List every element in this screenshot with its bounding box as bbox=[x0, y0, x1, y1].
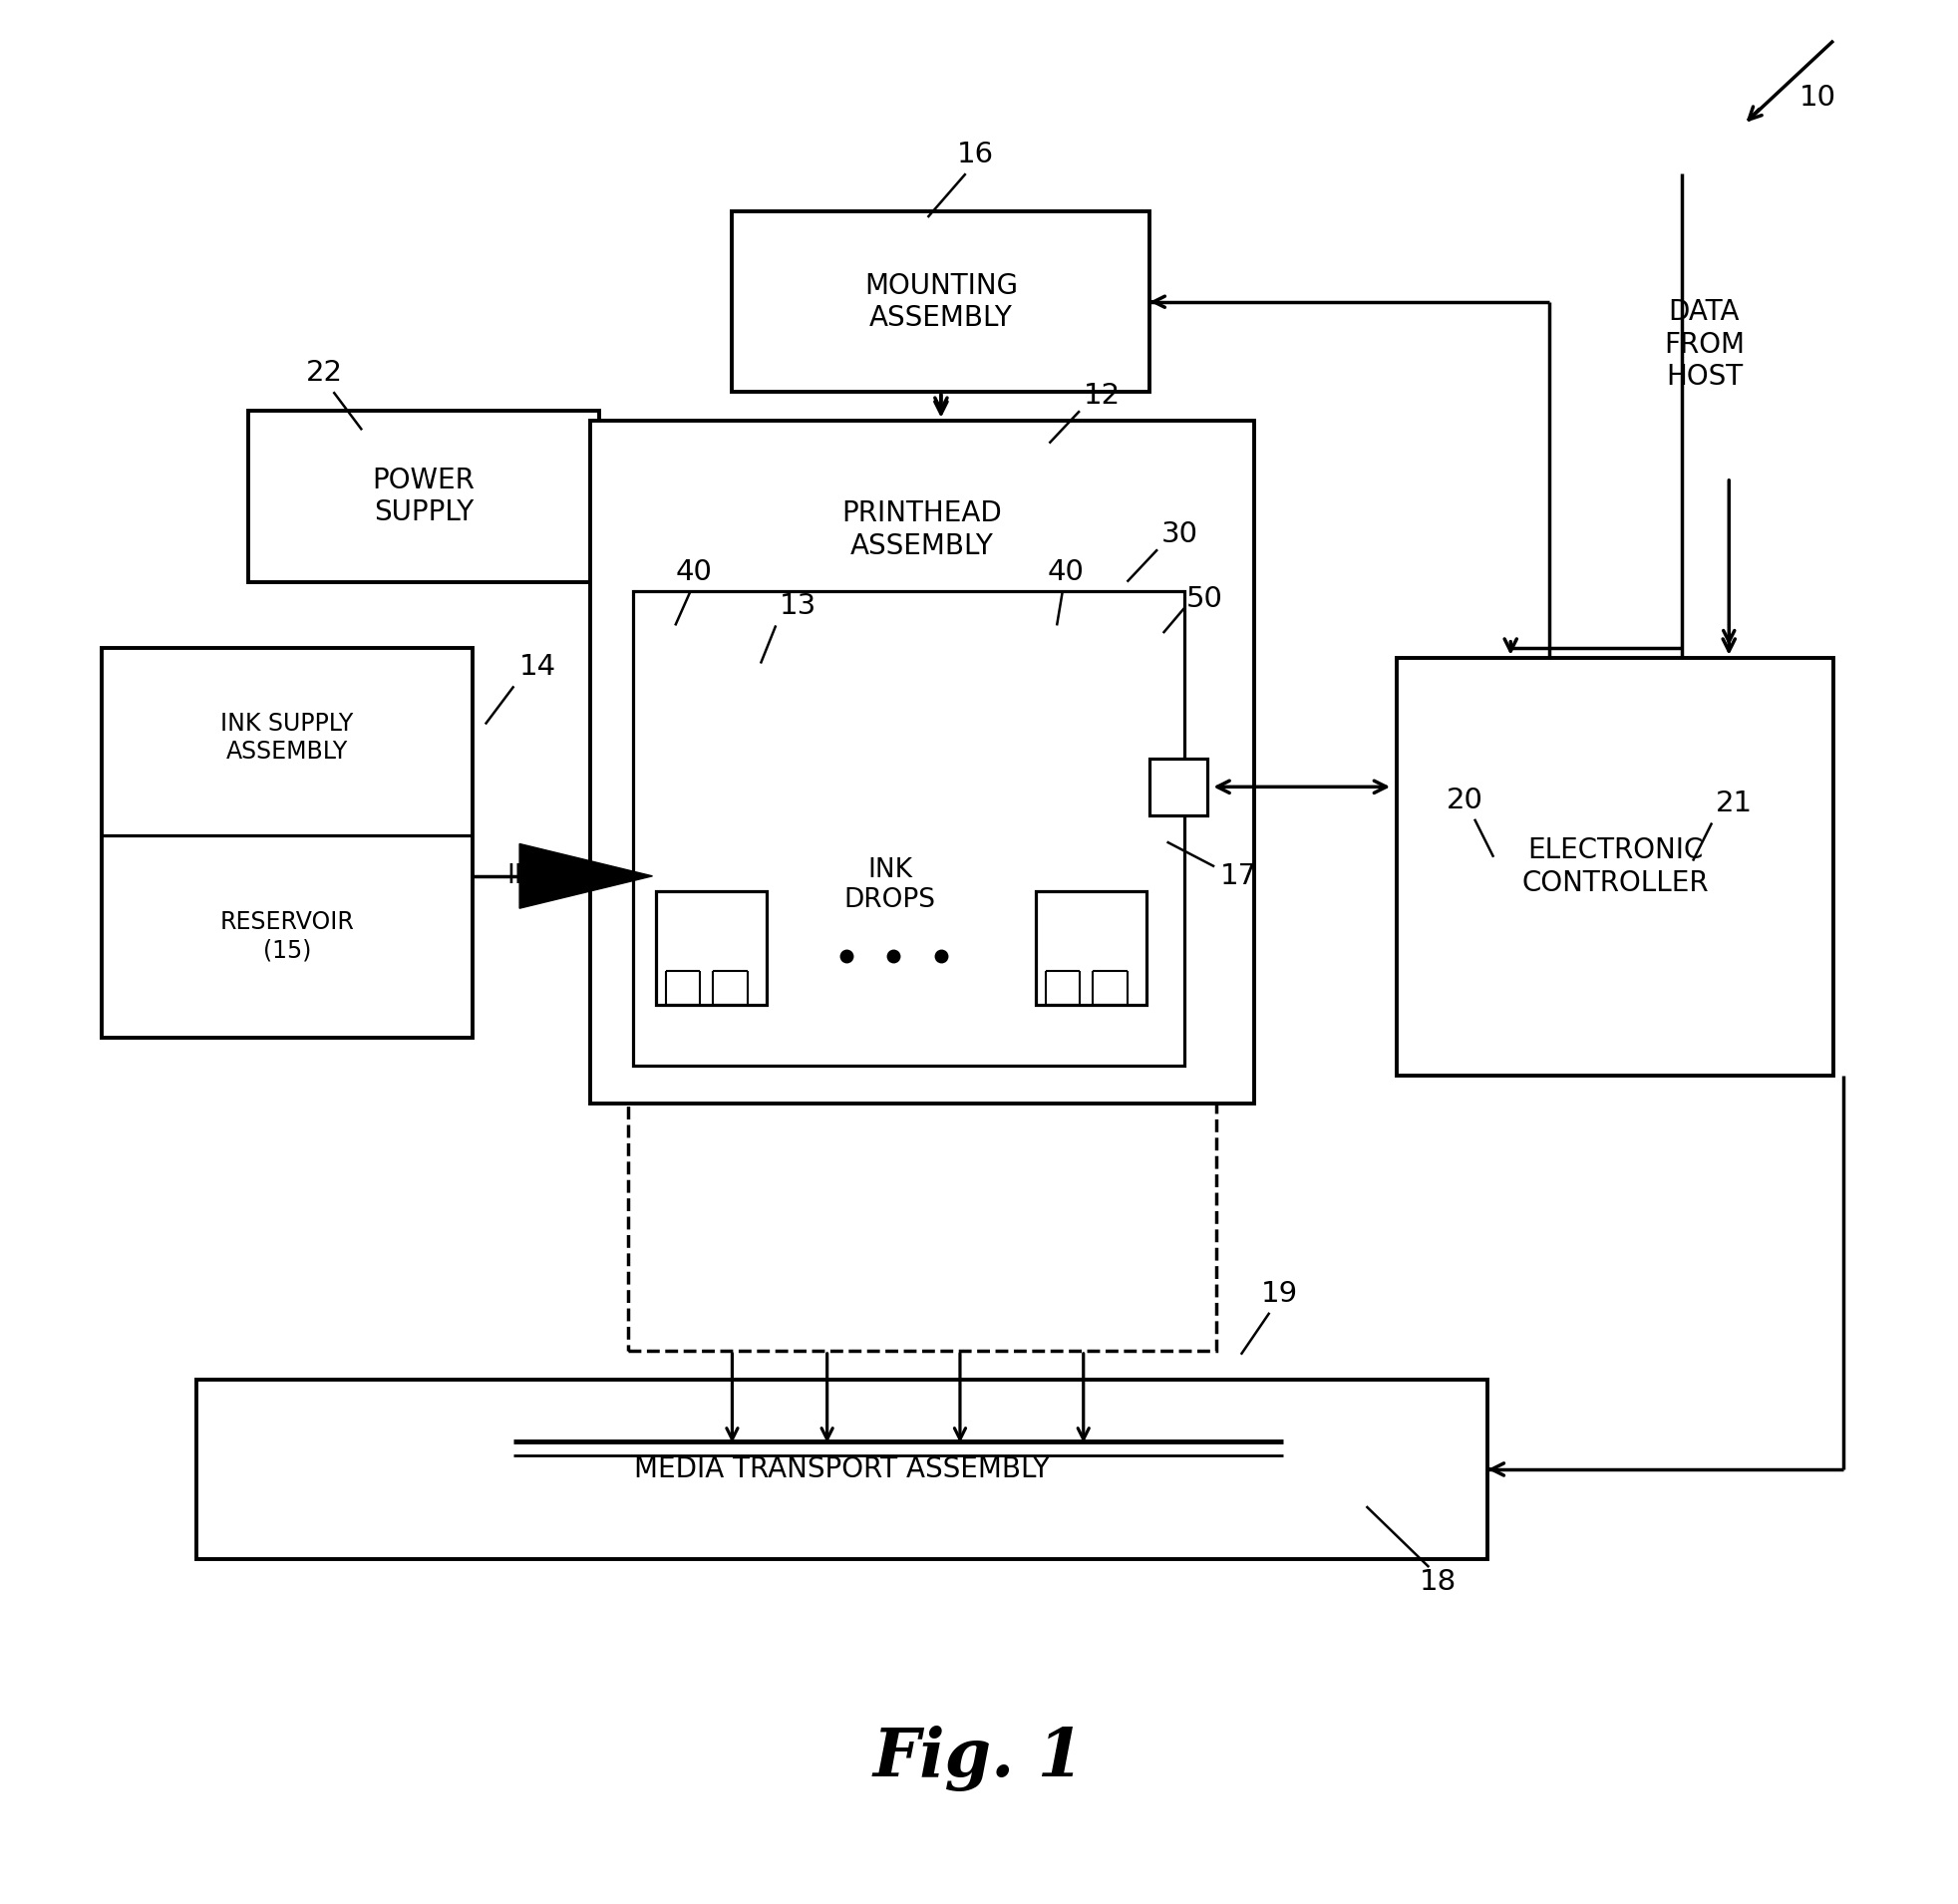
Text: 50: 50 bbox=[1187, 585, 1222, 613]
Text: 17: 17 bbox=[1220, 863, 1257, 889]
Text: 13: 13 bbox=[779, 592, 816, 621]
Text: Fig. 1: Fig. 1 bbox=[873, 1725, 1085, 1792]
Text: 40: 40 bbox=[676, 558, 713, 586]
Text: 18: 18 bbox=[1420, 1569, 1457, 1596]
FancyBboxPatch shape bbox=[634, 592, 1185, 1066]
Text: 22: 22 bbox=[305, 360, 343, 387]
Text: PRINTHEAD
ASSEMBLY: PRINTHEAD ASSEMBLY bbox=[842, 499, 1002, 560]
Text: 10: 10 bbox=[1799, 84, 1837, 112]
FancyBboxPatch shape bbox=[1396, 657, 1833, 1076]
Text: 21: 21 bbox=[1715, 790, 1752, 819]
Text: MOUNTING
ASSEMBLY: MOUNTING ASSEMBLY bbox=[863, 272, 1018, 331]
FancyBboxPatch shape bbox=[102, 647, 472, 1038]
FancyBboxPatch shape bbox=[196, 1378, 1488, 1559]
Text: 12: 12 bbox=[1083, 383, 1120, 409]
Text: 30: 30 bbox=[1161, 520, 1198, 548]
FancyBboxPatch shape bbox=[656, 891, 766, 1005]
Text: INK SUPPLY
ASSEMBLY: INK SUPPLY ASSEMBLY bbox=[221, 712, 352, 764]
FancyBboxPatch shape bbox=[249, 411, 599, 583]
FancyBboxPatch shape bbox=[589, 421, 1255, 1104]
Text: INK
DROPS: INK DROPS bbox=[844, 857, 936, 914]
Text: 19: 19 bbox=[1261, 1279, 1298, 1308]
Text: 40: 40 bbox=[1048, 558, 1085, 586]
Text: ELECTRONIC
CONTROLLER: ELECTRONIC CONTROLLER bbox=[1521, 836, 1709, 897]
Text: INK: INK bbox=[507, 863, 552, 889]
Text: 14: 14 bbox=[519, 653, 556, 682]
Text: DATA
FROM
HOST: DATA FROM HOST bbox=[1664, 299, 1745, 390]
Polygon shape bbox=[519, 843, 652, 908]
Text: 20: 20 bbox=[1447, 786, 1484, 815]
Text: MEDIA TRANSPORT ASSEMBLY: MEDIA TRANSPORT ASSEMBLY bbox=[634, 1455, 1049, 1483]
Text: POWER
SUPPLY: POWER SUPPLY bbox=[372, 466, 476, 527]
FancyBboxPatch shape bbox=[732, 211, 1149, 392]
FancyBboxPatch shape bbox=[1149, 758, 1206, 815]
Text: 16: 16 bbox=[957, 141, 995, 169]
FancyBboxPatch shape bbox=[1036, 891, 1145, 1005]
Text: RESERVOIR
(15): RESERVOIR (15) bbox=[219, 910, 354, 962]
